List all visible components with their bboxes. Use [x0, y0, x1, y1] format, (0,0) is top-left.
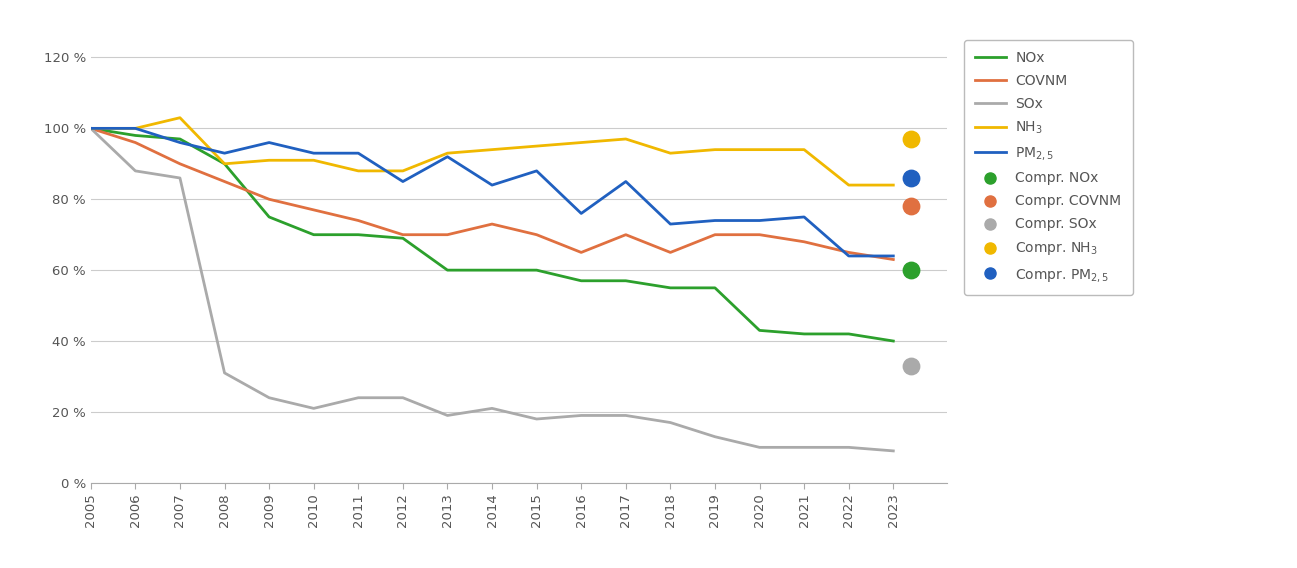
Legend: NOx, COVNM, SOx, NH$_3$, PM$_{2,5}$, Compr. NOx, Compr. COVNM, Compr. SOx, Compr: NOx, COVNM, SOx, NH$_3$, PM$_{2,5}$, Com…	[964, 40, 1132, 295]
Point	[901, 361, 922, 370]
Point	[901, 266, 922, 275]
Point	[901, 135, 922, 144]
Point	[901, 202, 922, 211]
Point	[901, 173, 922, 182]
